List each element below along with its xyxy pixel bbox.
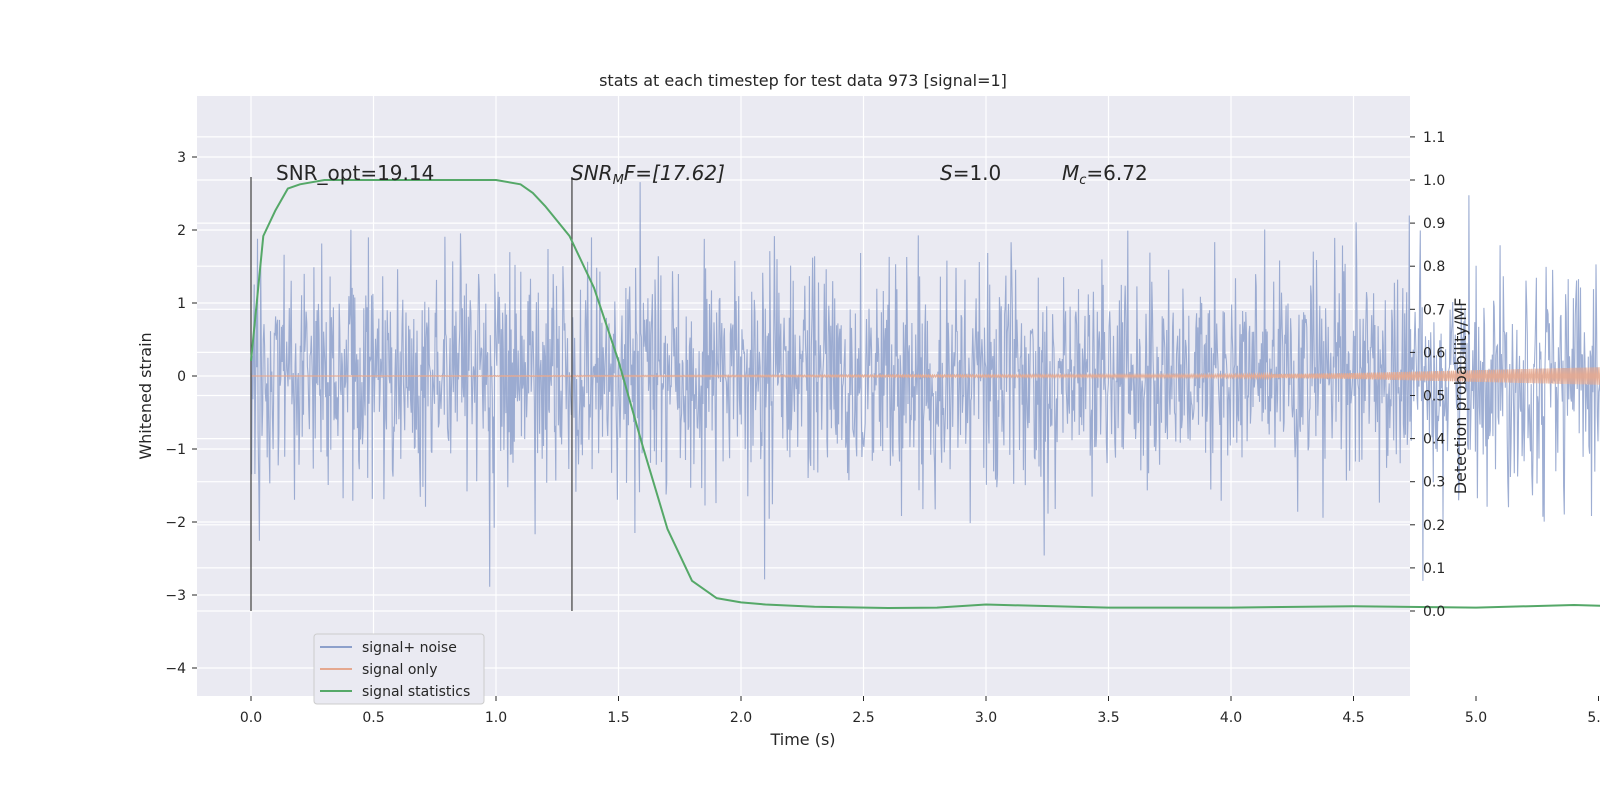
y2-tick-label: 0.0 bbox=[1423, 604, 1445, 620]
y2-tick-label: 0.3 bbox=[1423, 475, 1445, 491]
y-tick-label: 3 bbox=[177, 150, 186, 166]
s-value: =1.0 bbox=[953, 161, 1002, 185]
y2-tick-label: 0.4 bbox=[1423, 432, 1445, 448]
y2-axis-label: Detection probability/MF bbox=[1451, 298, 1470, 495]
chart-title: stats at each timestep for test data 973… bbox=[599, 71, 1007, 90]
snr-mf-subscript: M bbox=[613, 173, 624, 188]
mc-value: =6.72 bbox=[1086, 161, 1147, 185]
legend-label-signal-statistics: signal statistics bbox=[362, 684, 470, 700]
x-tick-label: 0.0 bbox=[240, 710, 262, 726]
snr-mf-annotation: SNRMF=[17.62] bbox=[571, 161, 725, 188]
y-axis-label: Whitened strain bbox=[136, 332, 155, 459]
legend-box bbox=[313, 633, 485, 705]
ticks: 0.00.51.01.52.02.53.03.54.04.55.05.56.06… bbox=[165, 130, 1600, 726]
legend-label-signal-noise: signal+ noise bbox=[362, 640, 457, 656]
x-tick-label: 1.5 bbox=[607, 710, 629, 726]
snr-opt-annotation: SNR_opt=19.14 bbox=[276, 161, 434, 185]
x-tick-label: 3.5 bbox=[1097, 710, 1119, 726]
y-tick-label: −3 bbox=[165, 588, 186, 604]
signal-statistics-line bbox=[250, 179, 1600, 609]
signal-only-line bbox=[251, 367, 1600, 385]
y-tick-label: −2 bbox=[165, 515, 186, 531]
y2-tick-label: 1.0 bbox=[1423, 173, 1445, 189]
signal-statistics-series bbox=[250, 179, 1600, 609]
y2-tick-label: 0.5 bbox=[1423, 389, 1445, 405]
snr-mf-symbol: SNR bbox=[571, 161, 613, 185]
x-tick-label: 5.5 bbox=[1587, 710, 1600, 726]
x-tick-label: 5.0 bbox=[1465, 710, 1487, 726]
y-tick-label: 0 bbox=[177, 369, 186, 385]
mc-symbol: M bbox=[1062, 161, 1079, 185]
y-tick-label: −4 bbox=[165, 661, 186, 677]
legend-label-signal-only: signal only bbox=[362, 662, 437, 678]
mc-subscript: c bbox=[1079, 173, 1086, 188]
x-tick-label: 4.5 bbox=[1342, 710, 1364, 726]
x-tick-label: 4.0 bbox=[1220, 710, 1242, 726]
x-axis-label: Time (s) bbox=[769, 730, 835, 749]
y2-tick-label: 1.1 bbox=[1423, 130, 1445, 146]
y2-tick-label: 0.1 bbox=[1423, 561, 1445, 577]
snr-mf-value: F=[17.62] bbox=[624, 161, 725, 185]
x-tick-label: 3.0 bbox=[975, 710, 997, 726]
s-symbol: S bbox=[940, 161, 953, 185]
y2-tick-label: 0.9 bbox=[1423, 216, 1445, 232]
x-tick-label: 2.0 bbox=[730, 710, 752, 726]
y2-tick-label: 0.8 bbox=[1423, 259, 1445, 275]
y2-tick-label: 0.2 bbox=[1423, 518, 1445, 534]
vertical-markers bbox=[250, 177, 573, 611]
x-tick-label: 0.5 bbox=[362, 710, 384, 726]
y-tick-label: 2 bbox=[177, 223, 186, 239]
legend: signal+ noise signal only signal statist… bbox=[313, 633, 485, 705]
y-tick-label: 1 bbox=[177, 296, 186, 312]
y2-tick-label: 0.6 bbox=[1423, 345, 1445, 361]
x-tick-label: 2.5 bbox=[852, 710, 874, 726]
y2-tick-label: 0.7 bbox=[1423, 302, 1445, 318]
signal-only-series bbox=[251, 367, 1600, 385]
s-annotation: S=1.0 bbox=[940, 161, 1001, 185]
x-tick-label: 1.0 bbox=[485, 710, 507, 726]
y-tick-label: −1 bbox=[165, 442, 186, 458]
mc-annotation: Mc=6.72 bbox=[1062, 161, 1148, 188]
